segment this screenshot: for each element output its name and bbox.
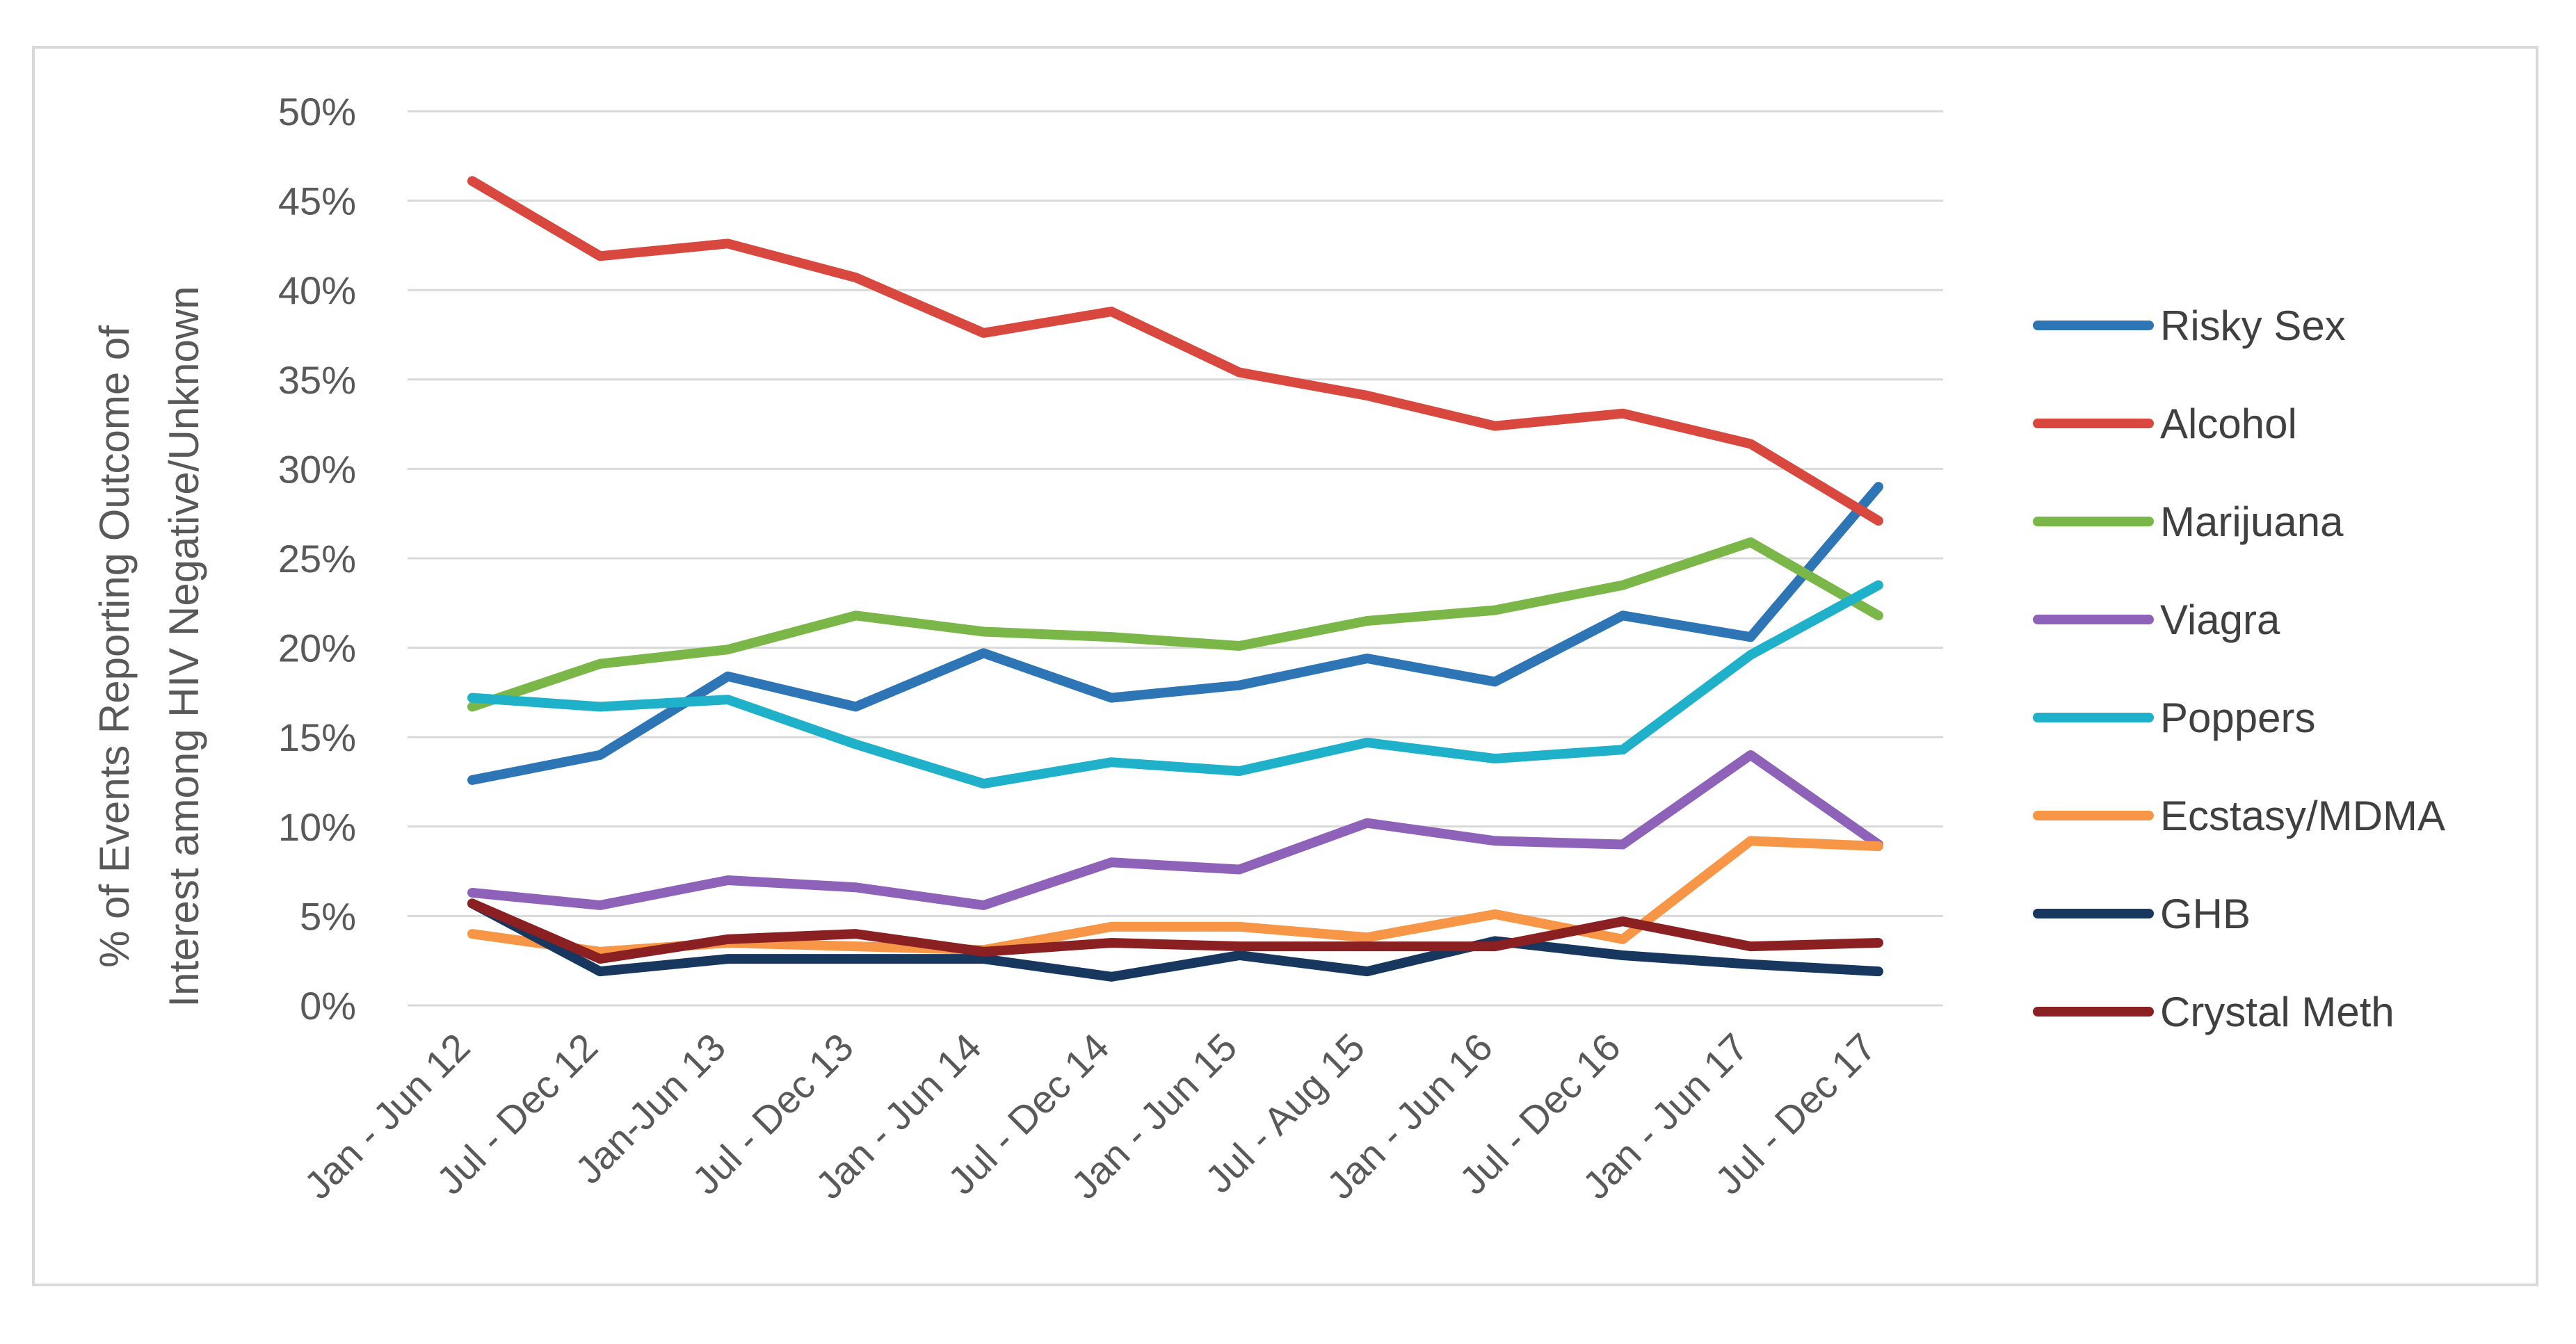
legend-label-viagra: Viagra — [2160, 597, 2280, 643]
y-axis-tick-labels: 0% 5% 10% 15% 20% 25% 30% 35% 40% 45% 50% — [278, 90, 356, 1028]
legend-label-marijuana: Marijuana — [2160, 499, 2344, 545]
y-tick-label: 35% — [278, 358, 356, 402]
y-tick-label: 10% — [278, 805, 356, 849]
y-tick-label: 25% — [278, 537, 356, 581]
series-line-marijuana — [467, 537, 1883, 712]
gridlines — [408, 110, 1943, 1007]
y-tick-label: 5% — [300, 894, 356, 938]
y-tick-label: 0% — [300, 984, 356, 1028]
legend-label-alcohol: Alcohol — [2160, 400, 2297, 447]
legend-label-ecstasy-mdma: Ecstasy/MDMA — [2160, 793, 2445, 839]
series-line-crystal-meth — [467, 898, 1883, 964]
legend-label-crystal-meth: Crystal Meth — [2160, 989, 2394, 1035]
y-tick-label: 20% — [278, 626, 356, 670]
y-tick-label: 40% — [278, 268, 356, 312]
series-line-poppers — [467, 580, 1883, 789]
series-line-alcohol — [467, 176, 1883, 526]
series-line-viagra — [467, 750, 1883, 910]
legend-label-risky-sex: Risky Sex — [2160, 302, 2346, 349]
series-line-ghb — [467, 898, 1883, 982]
y-axis-title-line-2: Interest among HIV Negative/Unknown — [161, 286, 207, 1007]
y-tick-label: 45% — [278, 179, 356, 223]
legend: Risky Sex Alcohol Marijuana Viagra Poppers Ec… — [2033, 302, 2445, 1035]
series-lines — [467, 176, 1883, 982]
chart-border — [32, 46, 2538, 1286]
y-tick-label: 15% — [278, 715, 356, 759]
y-tick-label: 50% — [278, 90, 356, 133]
y-tick-label: 30% — [278, 447, 356, 491]
series-line-risky-sex — [467, 482, 1883, 785]
legend-label-ghb: GHB — [2160, 891, 2251, 937]
y-axis-title-line-1: % of Events Reporting Outcome of — [91, 325, 138, 968]
legend-label-poppers: Poppers — [2160, 695, 2315, 741]
